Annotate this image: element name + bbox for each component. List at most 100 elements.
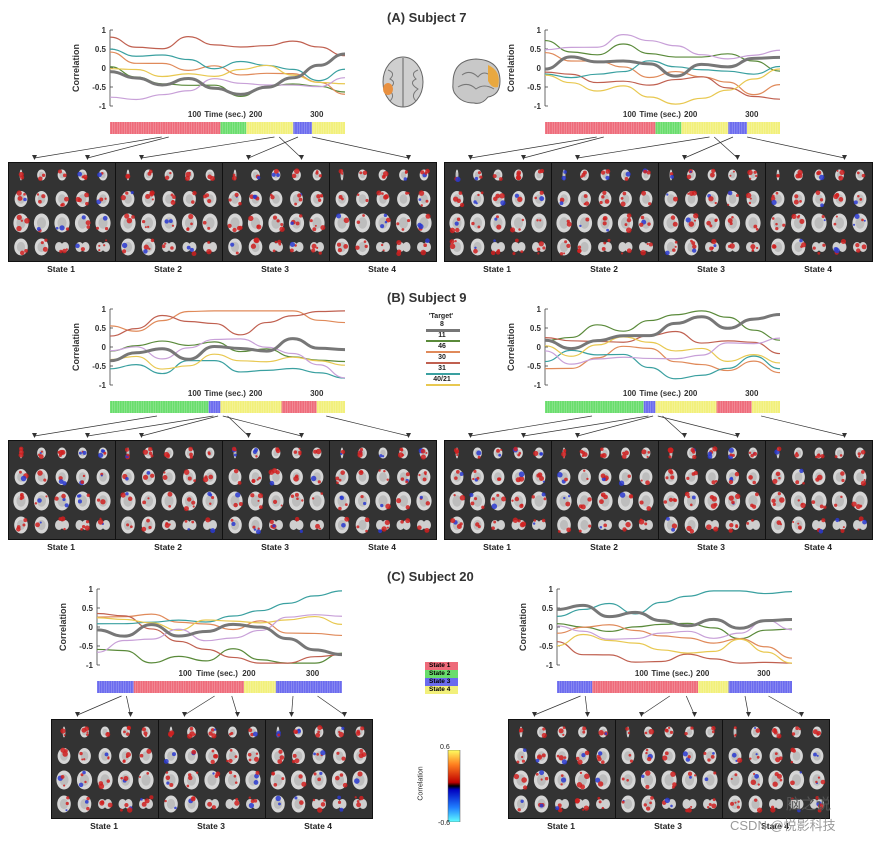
state-color-legend: State 1 State 2 State 3 State 4 xyxy=(425,662,458,694)
target-series-line xyxy=(109,52,346,96)
y-tick-label: 0 xyxy=(102,343,107,352)
y-tick-label: 1 xyxy=(102,26,107,35)
y-axis-label: Correlation xyxy=(506,44,516,92)
state-segment xyxy=(97,681,134,693)
x-axis-label: Time (sec.) xyxy=(196,669,238,678)
state-segment xyxy=(246,122,294,134)
brain-state-panel xyxy=(551,440,659,540)
correlation-plot-b: Correlation 1 0.5 0 -0.5 -1 100 200 300 Time (sec… xyxy=(65,305,350,452)
series-line xyxy=(544,345,781,374)
series-line xyxy=(544,68,781,105)
state-segment xyxy=(747,122,780,134)
x-tick-label: 100 xyxy=(635,669,649,678)
legend-line xyxy=(426,340,460,342)
y-tick-label: -1 xyxy=(534,102,542,111)
y-tick-label: -0.5 xyxy=(539,642,553,651)
state-label: State 2 xyxy=(154,264,182,274)
state-label: State 1 xyxy=(483,264,511,274)
brain-slices xyxy=(727,726,826,813)
x-tick-label: 300 xyxy=(310,389,324,398)
legend-item: 11 xyxy=(424,332,460,343)
legend-line xyxy=(426,384,460,386)
x-tick-label: 300 xyxy=(757,669,771,678)
x-axis-label: Time (sec.) xyxy=(651,669,693,678)
y-tick-label: -1 xyxy=(99,381,107,390)
y-axis-label: Correlation xyxy=(71,44,81,92)
series-line xyxy=(109,48,346,82)
y-tick-label: -0.5 xyxy=(79,642,93,651)
brain-state-panel xyxy=(765,162,873,262)
watermark-credit: CSDN @悦影科技 xyxy=(730,818,836,833)
y-tick-label: 1 xyxy=(537,26,542,35)
state-segment xyxy=(312,122,345,134)
state-label: State 2 xyxy=(154,542,182,552)
brain-slices xyxy=(13,446,111,534)
brain-slices xyxy=(556,168,654,256)
x-axis-label: Time (sec.) xyxy=(639,389,681,398)
series-line xyxy=(96,648,343,664)
target-series-line xyxy=(556,603,793,630)
legend-label: 31 xyxy=(438,365,446,372)
state-segment xyxy=(545,122,656,134)
brain-slices xyxy=(120,169,218,257)
watermark-brand: 脑之说 xyxy=(786,796,832,813)
brain-slices xyxy=(770,446,868,534)
state-label: State 4 xyxy=(804,542,832,552)
plot-svg: Correlation 1 0.5 0 -0.5 -1 100 200 300 Time (sec… xyxy=(506,305,781,413)
state-segment xyxy=(716,401,752,413)
y-tick-label: -0.5 xyxy=(92,362,106,371)
series-line xyxy=(544,51,781,96)
y-tick-label: 1 xyxy=(89,585,94,594)
x-tick-label: 200 xyxy=(242,669,256,678)
state-segment xyxy=(208,401,221,413)
x-tick-label: 100 xyxy=(623,110,637,119)
brain-state-panel xyxy=(615,719,723,819)
legend-item: 46 xyxy=(424,343,460,354)
brain-state-panel xyxy=(158,719,266,819)
x-tick-label: 200 xyxy=(684,389,698,398)
state-label: State 1 xyxy=(547,821,575,831)
plot-svg: Correlation 1 0.5 0 -0.5 -1 100 200 300 Time (sec… xyxy=(518,585,793,693)
state-label: State 2 xyxy=(590,542,618,552)
legend-item: 40/21 xyxy=(424,376,460,387)
correlation-colorbar xyxy=(447,750,461,822)
state-label: State 1 xyxy=(483,542,511,552)
legend-line xyxy=(426,362,460,364)
x-tick-label: 100 xyxy=(188,110,202,119)
state-label: State 4 xyxy=(761,821,789,831)
brain-slices xyxy=(449,168,547,256)
state-segment xyxy=(220,122,247,134)
state-label: State 4 xyxy=(304,821,332,831)
brain-slices xyxy=(513,726,611,813)
x-tick-label: 200 xyxy=(249,110,263,119)
state-segment xyxy=(643,401,656,413)
x-axis-label: Time (sec.) xyxy=(204,389,246,398)
state-segment xyxy=(110,122,221,134)
correlation-plot-a: Correlation 1 0.5 0 -0.5 -1 100 200 300 Time (sec… xyxy=(65,26,350,173)
plot-svg: Correlation 1 0.5 0 -0.5 -1 100 200 300 Time (sec… xyxy=(58,585,343,693)
series-line xyxy=(544,34,781,60)
state-legend-3: State 3 xyxy=(425,678,458,686)
brain-side-view-icon xyxy=(452,58,501,104)
brain-top-view-icon xyxy=(382,56,424,108)
brain-state-panel xyxy=(222,162,330,262)
y-tick-label: 0.5 xyxy=(95,324,107,333)
state-label: State 3 xyxy=(261,264,289,274)
state-label: State 4 xyxy=(368,264,396,274)
brain-state-panel xyxy=(329,162,437,262)
y-axis-label: Correlation xyxy=(518,603,528,651)
state-segment xyxy=(293,122,313,134)
brain-state-panel xyxy=(222,440,330,540)
brain-slices xyxy=(556,447,654,534)
x-tick-label: 200 xyxy=(684,110,698,119)
series-line xyxy=(556,641,793,664)
brain-slices xyxy=(227,168,326,256)
state-label: State 1 xyxy=(47,542,75,552)
y-tick-label: 1 xyxy=(102,305,107,314)
y-tick-label: -1 xyxy=(86,661,94,670)
series-line xyxy=(544,349,781,380)
legend-label: 11 xyxy=(438,332,446,339)
state-segment xyxy=(316,401,345,413)
series-line xyxy=(109,35,346,57)
